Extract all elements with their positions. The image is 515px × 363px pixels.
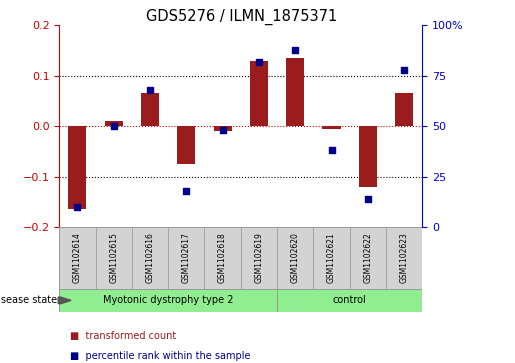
Point [328,147,336,153]
Point [73,204,81,210]
Bar [59,289,277,312]
Point [146,87,154,93]
Bar [359,126,377,187]
Text: GSM1102621: GSM1102621 [327,232,336,283]
Bar [105,121,123,126]
Bar [250,61,268,126]
Text: GDS5276 / ILMN_1875371: GDS5276 / ILMN_1875371 [146,9,338,25]
Text: ■  transformed count: ■ transformed count [70,331,176,341]
Bar [132,227,168,289]
Text: GSM1102620: GSM1102620 [291,232,300,283]
Point [218,127,227,133]
Point [182,188,191,193]
Point [110,123,118,129]
Bar [322,126,340,129]
Bar [286,58,304,126]
Bar [313,227,350,289]
Bar [350,227,386,289]
Text: GSM1102614: GSM1102614 [73,232,82,283]
Text: GSM1102616: GSM1102616 [146,232,154,283]
Bar [277,289,422,312]
Bar [204,227,241,289]
Text: GSM1102618: GSM1102618 [218,232,227,283]
Bar [168,227,204,289]
Bar [177,126,195,164]
Text: GSM1102623: GSM1102623 [400,232,408,283]
Point [255,59,263,65]
Point [400,67,408,73]
Text: Myotonic dystrophy type 2: Myotonic dystrophy type 2 [103,295,233,305]
Point [364,196,372,201]
Text: GSM1102619: GSM1102619 [254,232,263,283]
Text: GSM1102617: GSM1102617 [182,232,191,283]
Bar [214,126,232,131]
Bar [386,227,422,289]
Text: ■  percentile rank within the sample: ■ percentile rank within the sample [70,351,250,361]
Bar [68,126,87,209]
Bar [241,227,277,289]
Bar [395,93,413,126]
Bar [59,227,96,289]
Text: disease state: disease state [0,295,57,305]
Text: GSM1102622: GSM1102622 [364,232,372,283]
Text: control: control [333,295,367,305]
Bar [277,227,313,289]
Text: GSM1102615: GSM1102615 [109,232,118,283]
Bar [96,227,132,289]
Point [291,47,299,53]
Bar [141,93,159,126]
